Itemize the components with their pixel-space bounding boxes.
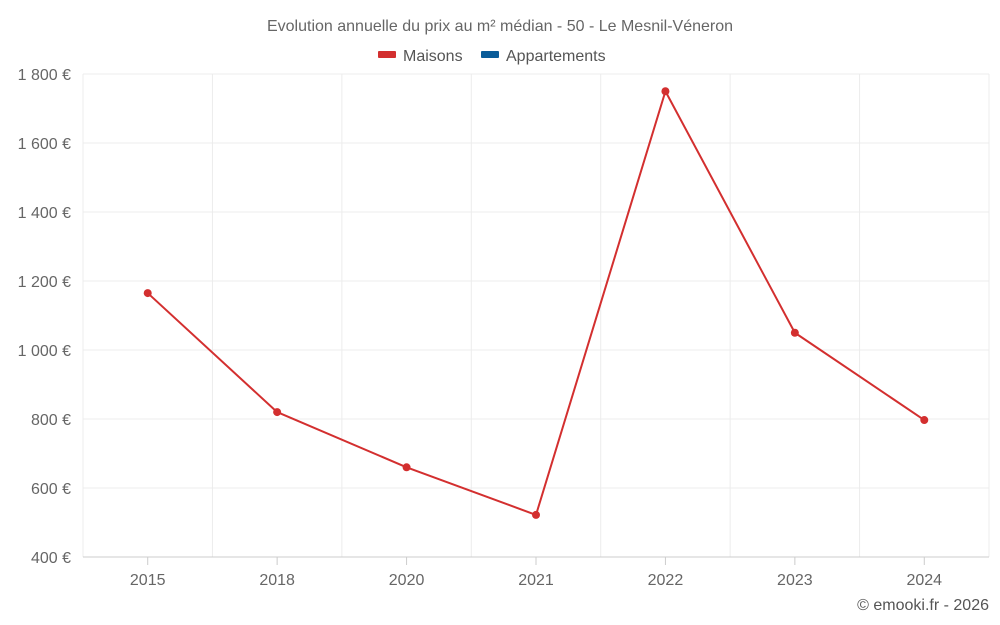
legend-item-appartements[interactable]: Appartements [481,48,606,65]
x-tick-label: 2024 [906,572,942,589]
legend-item-maisons[interactable]: Maisons [378,48,463,65]
x-axis: 2015 2018 2020 2021 2022 2023 2024 [83,556,989,589]
y-tick-label: 1 000 € [18,343,71,360]
grid [82,73,990,557]
legend-label-appartements: Appartements [506,48,606,65]
data-point[interactable] [661,87,670,96]
y-tick-label: 1 200 € [18,274,71,291]
chart-title: Evolution annuelle du prix au m² médian … [267,18,733,35]
y-tick-label: 1 800 € [18,67,71,84]
y-tick-label: 400 € [31,550,71,567]
x-tick-label: 2023 [777,572,813,589]
x-tick-label: 2015 [130,572,166,589]
series-line-maisons [146,90,926,516]
legend-swatch-appartements [481,51,499,58]
data-point[interactable] [532,510,540,519]
x-tick-label: 2021 [518,572,554,589]
x-tick-label: 2022 [648,572,684,589]
data-point[interactable] [143,289,152,298]
credit-text[interactable]: © emooki.fr - 2026 [857,597,989,614]
data-point[interactable] [920,416,929,425]
data-point[interactable] [273,408,282,417]
data-point[interactable] [790,328,799,337]
x-tick-label: 2018 [259,572,295,589]
y-tick-label: 600 € [31,481,71,498]
y-tick-label: 800 € [31,412,71,429]
y-axis: 400 € 600 € 800 € 1 000 € 1 200 € 1 400 € 1 60… [18,67,71,567]
legend: Maisons Appartements [378,48,606,65]
y-tick-label: 1 400 € [18,205,71,222]
series-layer [143,87,929,519]
y-tick-label: 1 600 € [18,136,71,153]
data-point[interactable] [402,463,411,472]
legend-swatch-maisons [378,51,396,58]
x-tick-label: 2020 [389,572,425,589]
legend-label-maisons: Maisons [403,48,463,65]
